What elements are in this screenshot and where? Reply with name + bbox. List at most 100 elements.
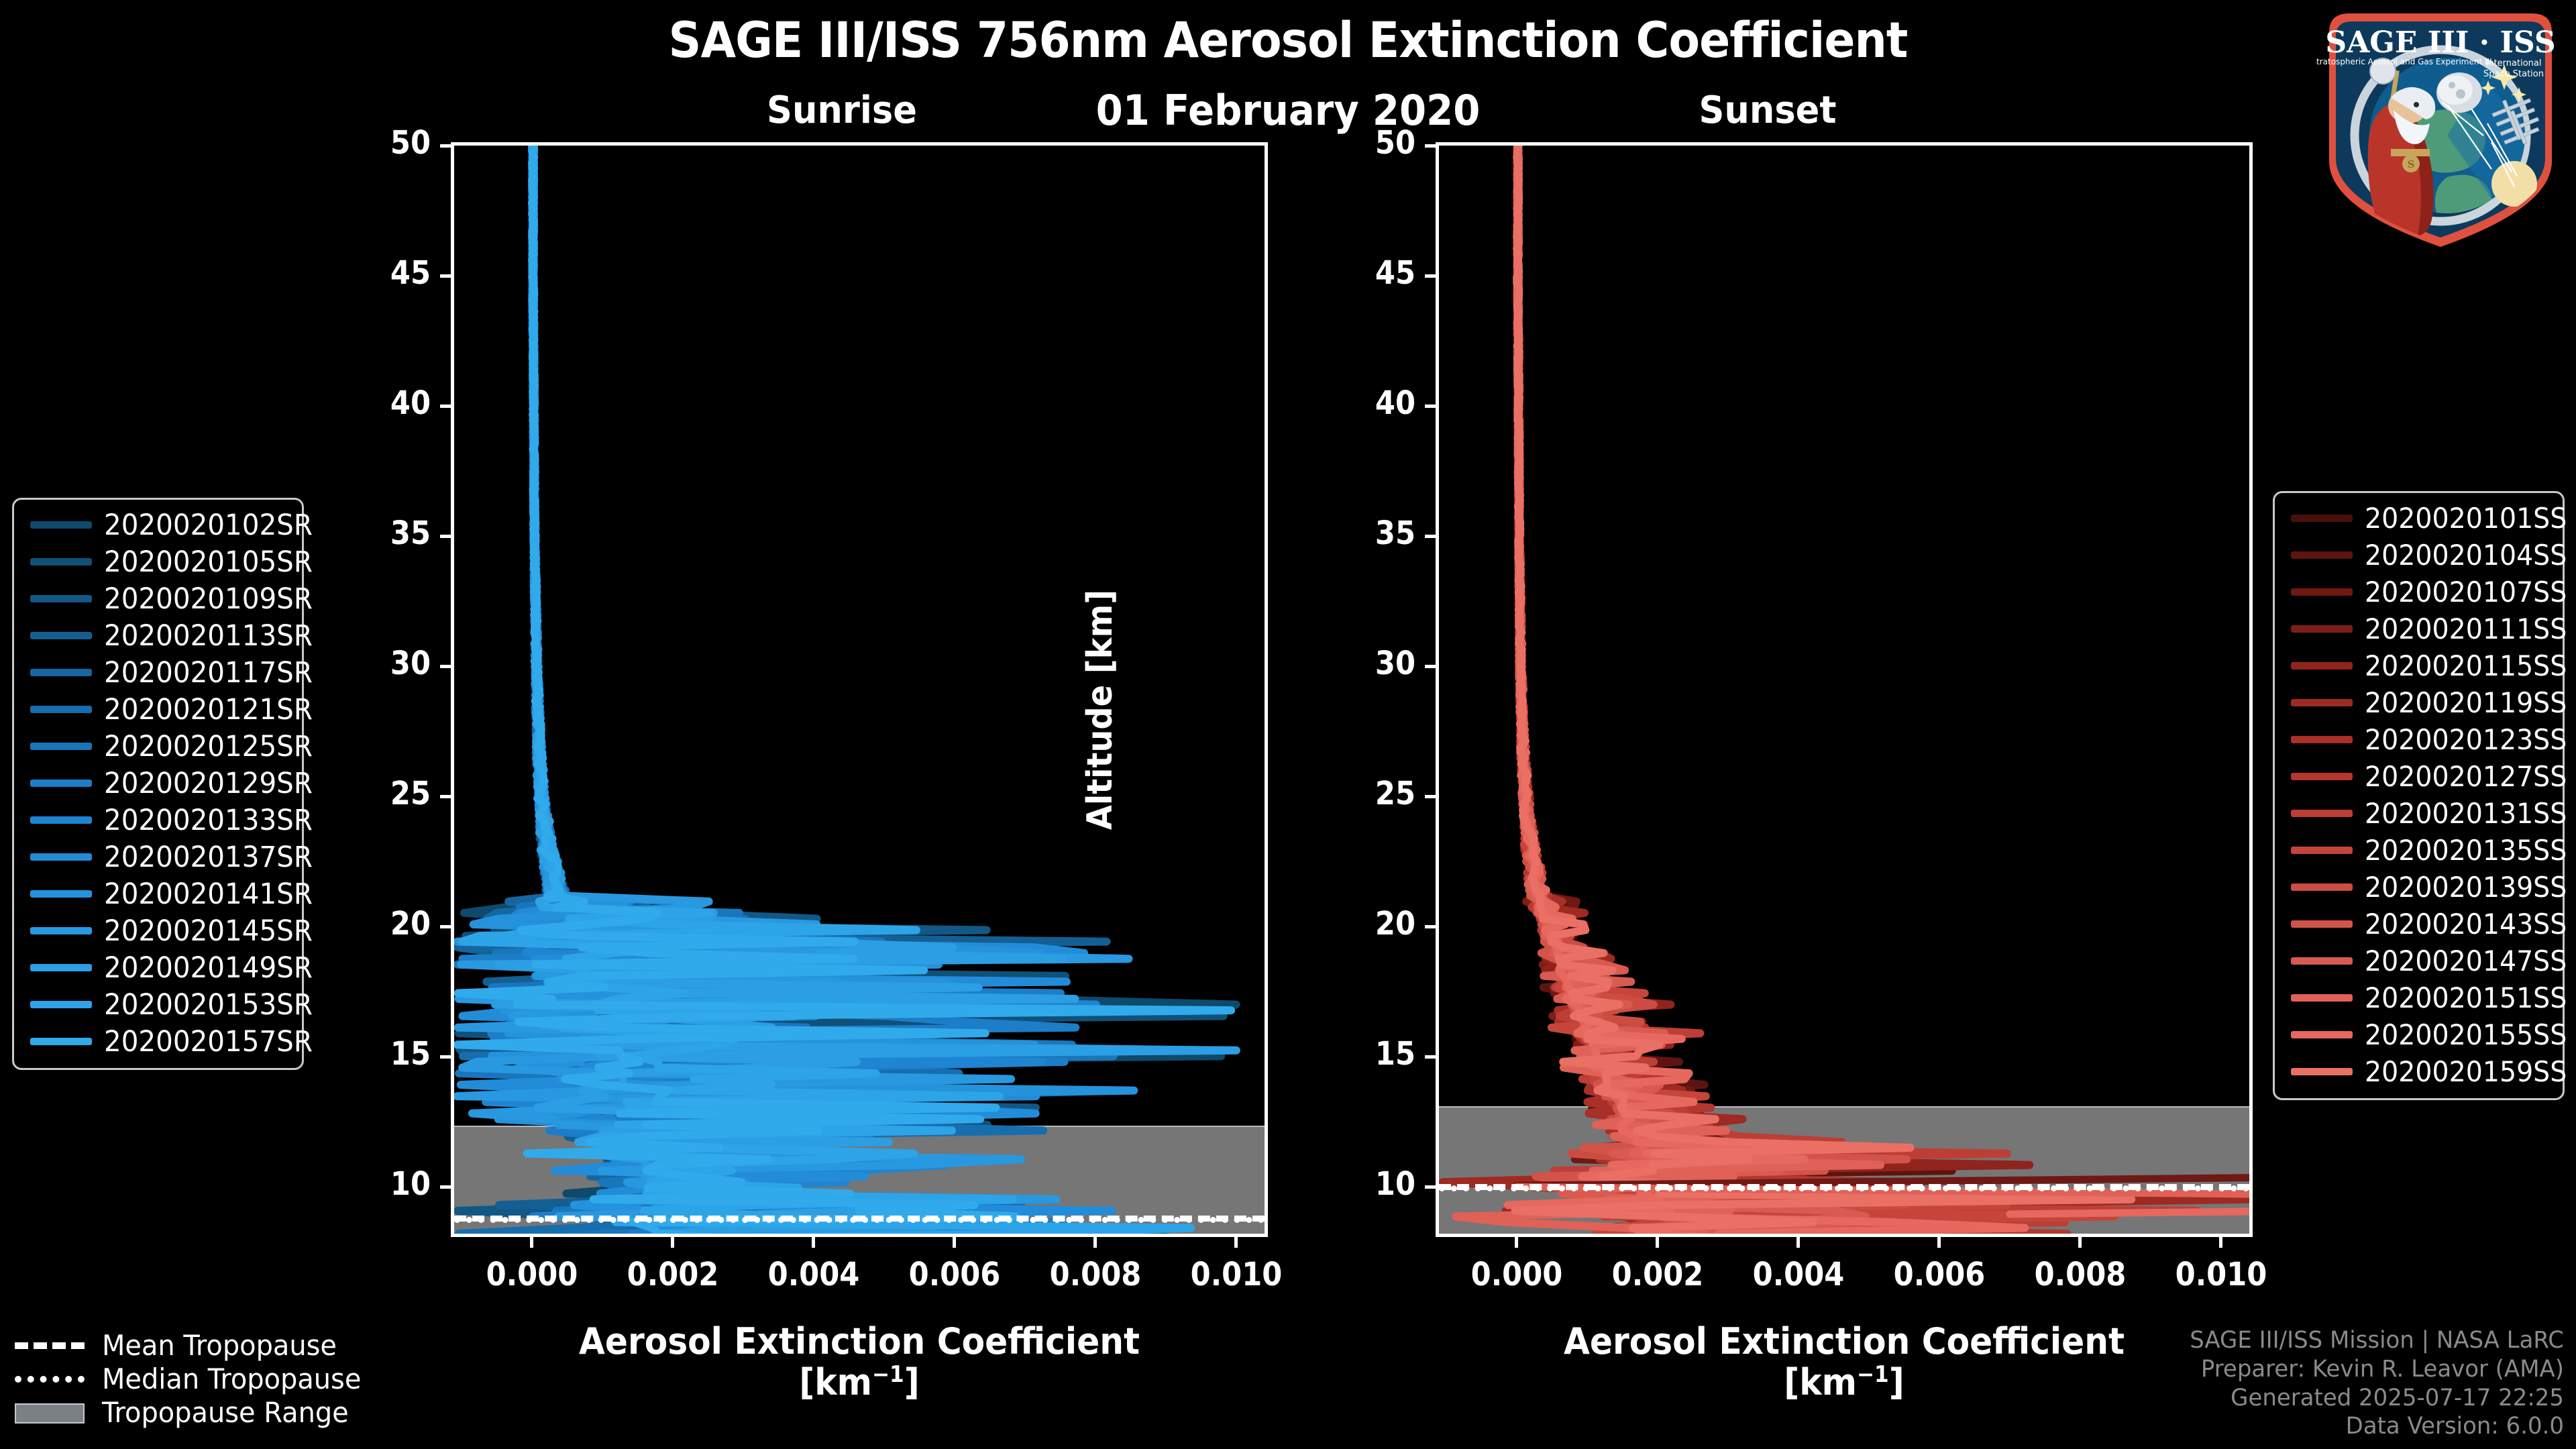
legend-label-median-tropopause: Median Tropopause (102, 1362, 362, 1395)
legend-item[interactable]: 2020020135SS (2286, 832, 2567, 869)
profile-line (1511, 146, 2136, 1234)
legend-item[interactable]: 2020020105SR (25, 543, 313, 580)
legend-item[interactable]: 2020020119SS (2286, 684, 2567, 721)
sage-iii-iss-mission-patch-logo: S BALL · NASA LANGLEY RESEARCH CENTER · … (2316, 4, 2556, 247)
legend-item[interactable]: 2020020145SR (25, 912, 313, 949)
legend-item[interactable]: 2020020113SR (25, 617, 313, 654)
x-tick-label: 0.002 (1611, 1256, 1703, 1293)
y-tick-mark (440, 794, 451, 798)
legend-item[interactable]: 2020020121SR (25, 691, 313, 728)
legend-item[interactable]: 2020020149SR (25, 949, 313, 986)
legend-label: 2020020141SR (104, 877, 313, 911)
legend-item[interactable]: 2020020139SS (2286, 869, 2567, 906)
logo-subtitle-right-2: Space Station (2483, 69, 2544, 79)
legend-sunrise[interactable]: 2020020102SR 2020020105SR 2020020109SR 2020… (12, 498, 313, 1070)
panel-label-sunrise: Sunrise (767, 89, 917, 132)
legend-label: 2020020139SS (2365, 871, 2567, 904)
legend-color-swatch (2291, 1068, 2353, 1075)
legend-item[interactable]: 2020020141SR (25, 875, 313, 912)
legend-item-median-tropopause: Median Tropopause (12, 1362, 361, 1395)
legend-item[interactable]: 2020020147SS (2286, 943, 2567, 979)
legend-item[interactable]: 2020020137SR (25, 839, 313, 875)
legend-item[interactable]: 2020020153SR (25, 986, 313, 1023)
legend-item[interactable]: 2020020102SR (25, 506, 313, 543)
y-tick-label: 35 (1375, 515, 1415, 553)
legend-color-swatch (2291, 847, 2353, 854)
legend-color-swatch (30, 964, 92, 971)
logo-subtitle-left: Stratospheric Aerosol and Gas Experiment… (2316, 57, 2492, 66)
profile-line (454, 146, 1236, 1234)
x-axis-label-sunrise: Aerosol Extinction Coefficient [km−1] (480, 1321, 1240, 1403)
x-tick-mark (1937, 1237, 1941, 1248)
legend-item[interactable]: 2020020129SR (25, 765, 313, 802)
legend-sunset[interactable]: 2020020101SS 2020020104SS 2020020107SS 2020… (2273, 491, 2567, 1100)
legend-label: 2020020121SR (104, 692, 313, 727)
y-tick-mark (440, 534, 451, 538)
page-title: SAGE III/ISS 756nm Aerosol Extinction Co… (668, 12, 1909, 69)
legend-item[interactable]: 2020020104SS (2286, 537, 2567, 574)
legend-label: 2020020155SS (2365, 1018, 2567, 1051)
legend-label: 2020020113SR (104, 619, 313, 653)
legend-color-swatch (30, 669, 92, 676)
y-tick-mark (440, 144, 451, 148)
legend-color-swatch (2291, 551, 2353, 559)
legend-item[interactable]: 2020020131SS (2286, 795, 2567, 832)
legend-label: 2020020153SR (104, 987, 313, 1022)
x-tick-mark (530, 1237, 534, 1248)
series-lines-sunrise (454, 146, 1240, 1234)
legend-item[interactable]: 2020020157SR (25, 1023, 313, 1060)
y-axis-label-sunset: Altitude [km] (1080, 589, 1120, 830)
legend-label-mean-tropopause: Mean Tropopause (102, 1328, 337, 1362)
y-tick-label: 10 (1375, 1165, 1415, 1203)
legend-item[interactable]: 2020020109SR (25, 580, 313, 617)
legend-label: 2020020127SS (2365, 760, 2567, 793)
legend-color-swatch (2291, 736, 2353, 743)
legend-item[interactable]: 2020020125SR (25, 728, 313, 765)
y-tick-mark (440, 404, 451, 408)
y-tick-mark (1425, 404, 1436, 408)
x-tick-label: 0.002 (627, 1256, 718, 1293)
x-tick-label: 0.008 (1049, 1256, 1142, 1293)
legend-item[interactable]: 2020020127SS (2286, 758, 2567, 795)
legend-item[interactable]: 2020020123SS (2286, 721, 2567, 758)
x-tick-label: 0.004 (1752, 1256, 1845, 1293)
legend-label: 2020020102SR (104, 508, 313, 542)
svg-text:BALL · NASA LANGLEY RESEARCH C: BALL · NASA LANGLEY RESEARCH CENTER · TA… (2316, 4, 2320, 7)
legend-item[interactable]: 2020020155SS (2286, 1016, 2567, 1053)
legend-color-swatch (2291, 1031, 2353, 1038)
legend-item[interactable]: 2020020115SS (2286, 647, 2567, 684)
x-tick-label: 0.010 (1190, 1256, 1283, 1293)
legend-label: 2020020109SR (104, 582, 313, 616)
legend-item[interactable]: 2020020151SS (2286, 979, 2567, 1016)
y-tick-label: 15 (1375, 1035, 1415, 1073)
panel-label-sunset: Sunset (1699, 89, 1837, 132)
plot-area-sunset (1436, 142, 2253, 1237)
x-axis-label-text: Aerosol Extinction Coefficient (1564, 1320, 2125, 1362)
legend-color-swatch (2291, 515, 2353, 522)
x-tick-mark (2219, 1237, 2223, 1248)
y-tick-label: 35 (390, 515, 431, 553)
legend-item[interactable]: 2020020143SS (2286, 906, 2567, 943)
legend-item[interactable]: 2020020117SR (25, 654, 313, 691)
x-tick-mark (2078, 1237, 2082, 1248)
y-tick-mark (440, 924, 451, 928)
legend-item[interactable]: 2020020101SS (2286, 500, 2567, 537)
profile-line (2006, 1208, 2249, 1218)
legend-item[interactable]: 2020020159SS (2286, 1053, 2567, 1090)
legend-color-swatch (30, 1038, 92, 1045)
legend-label: 2020020105SR (104, 545, 313, 579)
legend-label: 2020020129SR (104, 766, 313, 800)
legend-item[interactable]: 2020020111SS (2286, 610, 2567, 647)
y-tick-label: 20 (390, 905, 431, 943)
legend-color-swatch (2291, 699, 2353, 706)
legend-label: 2020020157SR (104, 1024, 313, 1059)
legend-label: 2020020115SS (2365, 649, 2567, 682)
y-tick-mark (1425, 1185, 1436, 1189)
legend-item[interactable]: 2020020133SR (25, 802, 313, 839)
legend-item[interactable]: 2020020107SS (2286, 574, 2567, 610)
y-tick-mark (1425, 924, 1436, 928)
x-tick-label: 0.008 (2034, 1256, 2127, 1293)
legend-color-swatch (30, 816, 92, 824)
legend-label: 2020020145SR (104, 914, 313, 948)
x-tick-label: 0.006 (1893, 1256, 1986, 1293)
